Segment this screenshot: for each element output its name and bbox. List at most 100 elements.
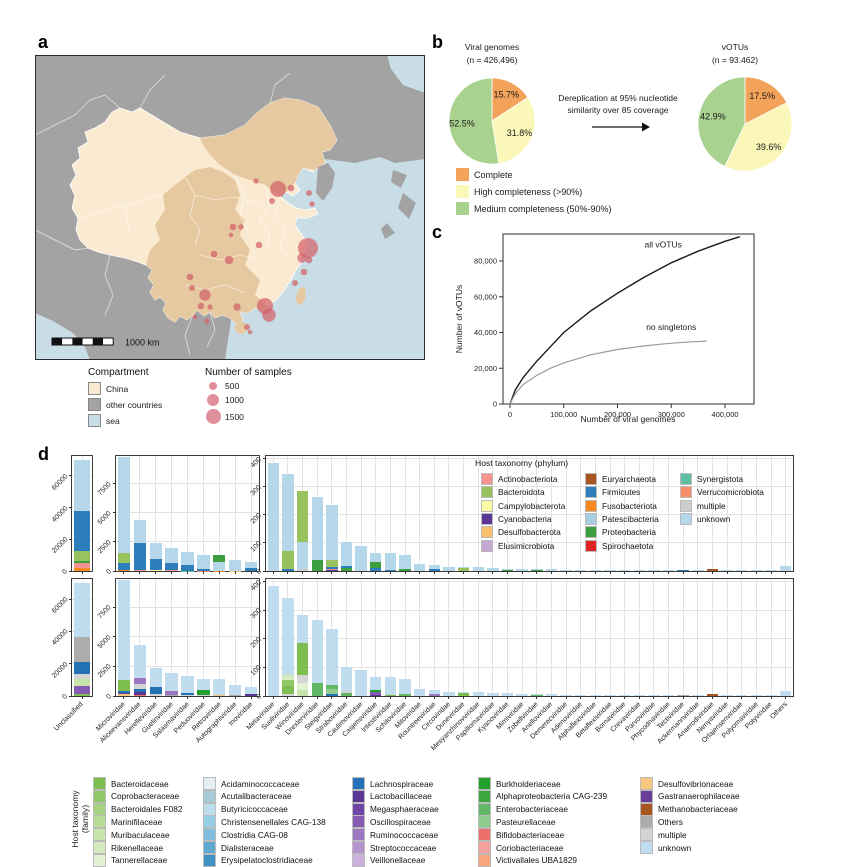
panel-b-label: b (432, 32, 443, 52)
japan-islands (381, 170, 416, 239)
legend-item-Alphaproteobacteria-CAG-239: Alphaproteobacteria CAG-239 (478, 789, 607, 803)
legend-label: Butyricicoccaceae (221, 804, 288, 815)
legend-item-Elusimicrobiota: Elusimicrobiota (481, 539, 554, 552)
stacked-bar-Inoviridae (244, 687, 258, 696)
legend-swatch (93, 841, 106, 854)
legend-label: Marinifilaceae (111, 816, 163, 827)
gridline (492, 579, 494, 696)
stacked-bar-Rountreeviridae (428, 564, 441, 571)
legend-item-Acidaminococcaceae: Acidaminococcaceae (203, 777, 299, 790)
gridline (419, 456, 421, 571)
legend-item-Rikenellaceae: Rikenellaceae (93, 841, 163, 854)
bar-segment-unknown (560, 569, 572, 571)
gridline (697, 579, 699, 696)
tick-mark (770, 696, 772, 699)
sample-bubble (238, 224, 244, 230)
legend-item-Bacteroidales-F082: Bacteroidales F082 (93, 802, 183, 816)
stacked-bar-Steigviridae (326, 628, 338, 696)
bar-segment-unknown (428, 564, 441, 569)
gridline (594, 579, 596, 696)
gridline (375, 579, 377, 696)
bar-segment-Enterobacteriaceae (531, 694, 543, 696)
tick-mark (711, 696, 713, 699)
legend-swatch (680, 486, 692, 499)
family-legend-title: Host taxonomy (family) (70, 773, 90, 865)
legend-swatch (640, 789, 653, 803)
tick-mark (360, 571, 362, 574)
legend-item-Gastranaerophilaceae: Gastranaerophilaceae (640, 789, 740, 803)
legend-item-Verrucomicrobiota: Verrucomicrobiota (680, 486, 764, 499)
legend-swatch (640, 828, 653, 842)
legend-item-Desulfovibrionaceae: Desulfovibrionaceae (640, 777, 733, 790)
stacked-bar-Winoviridae (296, 491, 309, 571)
legend-swatch (680, 499, 692, 512)
stacked-bar-Anelloviridae (545, 568, 558, 571)
legend-label: Proteobacteria (602, 527, 656, 538)
legend-swatch (481, 486, 493, 499)
bar-segment-unknown (662, 569, 675, 571)
right-pie-title: vOTUs (721, 42, 749, 52)
stacked-bar-Nenyaviridae (721, 695, 733, 696)
gridline (507, 456, 509, 571)
legend-item-1500: 1500 (205, 409, 345, 424)
legend-item-1000: 1000 (205, 394, 345, 406)
y-tick-label: 40,000 (474, 328, 497, 337)
bar-segment-unknown (370, 552, 382, 563)
y-tick-label: 40000 (50, 504, 70, 524)
bar-chart-major-families-by-family: 0 2500 5000 7500 Microviridae Aliceevansvirid… (95, 578, 260, 744)
legend-label: multiple (697, 500, 726, 511)
stacked-bar-Circoviridae (443, 566, 455, 571)
stacked-bar-Kyanoviridae (501, 693, 514, 696)
stacked-bar-Winoviridae (296, 614, 309, 696)
bar-segment-multiple (181, 695, 194, 696)
gridline (448, 456, 450, 571)
legend-item-Streptococcaceae: Streptococcaceae (352, 841, 436, 854)
gridline (624, 456, 626, 571)
scale-bar-label: 1000 km (125, 338, 160, 348)
gridline (463, 456, 465, 571)
legend-item-Spirochaetota: Spirochaetota (585, 539, 653, 552)
bar-segment-multiple (133, 683, 147, 689)
gridline (550, 456, 552, 571)
tick-mark (565, 696, 567, 699)
complete-swatch (456, 168, 469, 181)
bar-segment-Bacteroidota (326, 559, 338, 567)
bar-segment-Fusobacteriota (117, 569, 131, 571)
bar-segment-Bacteroidota (74, 551, 90, 561)
bar-segment-unknown (575, 569, 587, 571)
tick-mark (755, 571, 757, 574)
y-tick-label: 20000 (50, 660, 70, 680)
tick-mark (463, 571, 465, 574)
legend-swatch (93, 828, 106, 842)
bar-segment-unknown (648, 694, 660, 696)
legend-label: Actinobacteriota (498, 474, 558, 484)
stacked-bar-Potyviridae (765, 695, 777, 696)
tick-mark (550, 571, 552, 574)
tick-mark (263, 542, 266, 544)
dereplication-note-line2: similarity over 85 coverage (567, 105, 669, 115)
sample-bubble (247, 329, 253, 335)
bar-segment-Bacteroidaceae (117, 679, 131, 691)
gridline (580, 579, 582, 696)
bar-segment-unknown (282, 474, 294, 551)
bar-segment-Ruminococcaceae (428, 694, 441, 696)
y-tick-label: 7500 (97, 481, 114, 498)
legend-swatch (93, 777, 106, 790)
legend-item-Fusobacteriota: Fusobacteriota (585, 499, 657, 512)
legend-swatch (585, 486, 597, 499)
y-tick-label: 0 (255, 568, 264, 576)
stacked-bar-Tectiviridae (677, 569, 689, 571)
bar-segment-Actinobacteriota (165, 570, 178, 571)
samples-legend-title: Number of samples (205, 367, 292, 378)
bar-segment-Firmicutes (181, 564, 194, 571)
bar-segment-unknown (213, 562, 226, 571)
gridline (785, 579, 787, 696)
tick-mark (113, 512, 116, 514)
y-tick-label: 5000 (97, 510, 114, 527)
tick-mark (477, 696, 479, 699)
gridline (155, 579, 157, 696)
tick-mark (404, 571, 406, 574)
tick-mark (302, 571, 304, 574)
gridline (218, 456, 220, 571)
bar-segment-Proteobacteria (74, 560, 90, 564)
